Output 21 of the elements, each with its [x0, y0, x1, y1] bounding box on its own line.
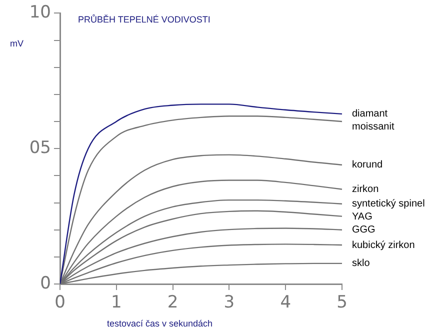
y-tick-label: 0 — [40, 273, 51, 294]
series-label: GGG — [352, 224, 376, 236]
x-tick-label: 5 — [336, 292, 348, 313]
x-tick-label: 0 — [54, 292, 66, 313]
series-label: syntetický spinel — [352, 198, 425, 210]
series-label: korund — [352, 160, 383, 171]
series-label: YAG — [352, 212, 373, 223]
series-label: moissanit — [352, 122, 394, 133]
chart-title: PRŮBĚH TEPELNÉ VODIVOSTI — [78, 13, 210, 24]
x-tick-label: 1 — [110, 292, 122, 313]
x-tick-label: 3 — [224, 292, 235, 313]
y-tick-label: 05 — [29, 138, 51, 158]
series-label: sklo — [352, 258, 370, 270]
y-axis-title: mV — [10, 38, 24, 48]
x-tick-label: 2 — [167, 292, 178, 313]
x-tick-label: 4 — [280, 292, 292, 313]
series-label: zirkon — [352, 184, 379, 195]
series-label: diamant — [352, 108, 388, 120]
y-tick-label: 10 — [29, 2, 51, 23]
x-axis-title: testovací čas v sekundách — [107, 318, 213, 328]
series-label: kubický zirkon — [352, 240, 415, 251]
